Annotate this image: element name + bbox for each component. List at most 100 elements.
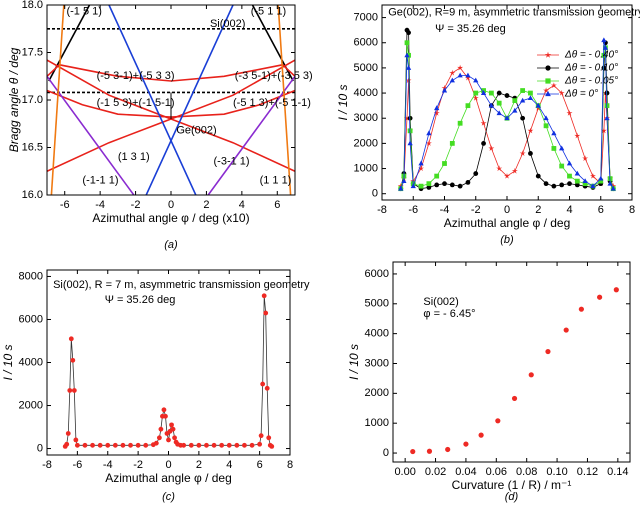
annotation: Si(002)	[423, 296, 458, 308]
marker	[465, 74, 471, 81]
marker	[519, 150, 526, 156]
x-tick-label: -8	[42, 459, 52, 471]
y-tick-label: 6000	[354, 37, 378, 49]
x-tick-label: 4	[226, 459, 232, 471]
annotation: φ = - 6.45°	[423, 308, 475, 320]
x-tick-label: 8	[287, 459, 293, 471]
marker	[481, 140, 486, 146]
marker	[528, 151, 533, 156]
panel-label: (c)	[162, 491, 175, 503]
x-tick-label: 2	[203, 199, 209, 211]
marker	[407, 140, 413, 146]
marker	[478, 432, 484, 438]
annotation: (-5 1 1)	[251, 6, 286, 18]
legend-label: Δθ = - 0.05°	[564, 76, 618, 87]
marker	[434, 105, 440, 111]
marker	[527, 127, 534, 134]
y-tick-label: 0	[37, 442, 43, 454]
x-axis-label: Azimuthal angle φ / deg	[444, 216, 571, 230]
marker	[558, 89, 565, 96]
y-tick-label: 6000	[365, 268, 389, 280]
marker	[196, 442, 202, 448]
annotation: (1 1 1)	[260, 175, 292, 187]
marker	[582, 178, 588, 184]
y-tick-label: 8000	[19, 270, 43, 282]
legend-label: Δθ = - 0.40°	[564, 50, 618, 61]
annotation: (-1 5 1)	[66, 6, 101, 18]
marker	[188, 442, 194, 448]
panel-label: (a)	[164, 239, 178, 251]
marker	[488, 145, 495, 151]
marker	[607, 180, 613, 186]
marker	[68, 336, 74, 342]
marker	[426, 448, 433, 454]
marker	[418, 165, 424, 172]
marker	[426, 185, 432, 190]
annotation: Si(002)	[210, 18, 245, 30]
marker	[143, 442, 149, 448]
marker	[404, 52, 410, 58]
y-tick-label: 6000	[19, 313, 43, 325]
marker	[434, 173, 440, 179]
marker	[495, 418, 501, 424]
marker	[527, 95, 534, 101]
x-tick-label: 0.08	[516, 466, 537, 478]
x-tick-label: 6	[257, 459, 263, 471]
marker	[406, 30, 411, 36]
y-axis-label: I / 10 s	[336, 84, 350, 120]
marker	[105, 442, 111, 448]
marker	[226, 442, 232, 448]
marker	[418, 160, 424, 166]
marker	[410, 183, 416, 189]
x-tick-label: 2	[196, 459, 202, 471]
marker	[535, 102, 541, 108]
marker	[120, 442, 126, 448]
marker	[90, 442, 95, 448]
marker	[610, 185, 616, 191]
annotation: Ψ = 35.26 deg	[105, 294, 176, 306]
axes-frame	[46, 269, 291, 456]
marker	[472, 95, 479, 101]
marker	[578, 306, 584, 312]
x-axis-label: Azimuthal angle φ / deg (x10)	[92, 211, 249, 225]
marker	[488, 90, 494, 96]
marker	[480, 90, 487, 95]
marker	[520, 115, 526, 121]
x-tick-label: -8	[377, 204, 387, 216]
x-tick-label: -6	[72, 459, 82, 471]
y-tick-label: 2000	[354, 137, 378, 149]
marker	[258, 433, 264, 439]
panel: -8 -6 -4 -2 0 2 4 6 8 0 1000 2000 3000 4000 5000 6000 70…	[336, 4, 640, 246]
x-tick-label: 4	[239, 199, 245, 211]
x-tick-label: -4	[440, 204, 450, 216]
x-tick-label: -4	[95, 199, 105, 211]
marker	[551, 130, 557, 136]
marker	[234, 442, 240, 448]
marker	[166, 437, 171, 443]
x-tick-label: 0.00	[394, 466, 415, 478]
x-tick-label: 0.06	[486, 466, 507, 478]
y-tick-label: 4000	[19, 356, 43, 368]
marker	[574, 170, 580, 176]
marker	[602, 44, 609, 50]
x-tick-label: -4	[103, 459, 113, 471]
marker	[172, 435, 177, 441]
x-tick-label: -2	[131, 199, 141, 211]
marker	[128, 442, 133, 448]
marker	[598, 178, 604, 184]
marker	[551, 183, 557, 189]
marker	[158, 426, 164, 432]
plot-area	[62, 293, 275, 449]
marker	[465, 72, 471, 78]
series-line	[47, 75, 135, 195]
marker	[73, 437, 79, 443]
marker	[574, 182, 580, 188]
annotation: (-5 3-1)+(-5 3 3)	[97, 70, 175, 82]
marker	[457, 64, 464, 71]
marker	[418, 183, 424, 189]
marker	[426, 181, 432, 187]
x-tick-label: -2	[133, 459, 143, 471]
series-line	[64, 295, 273, 447]
series-line	[145, 5, 234, 195]
marker	[434, 182, 440, 188]
